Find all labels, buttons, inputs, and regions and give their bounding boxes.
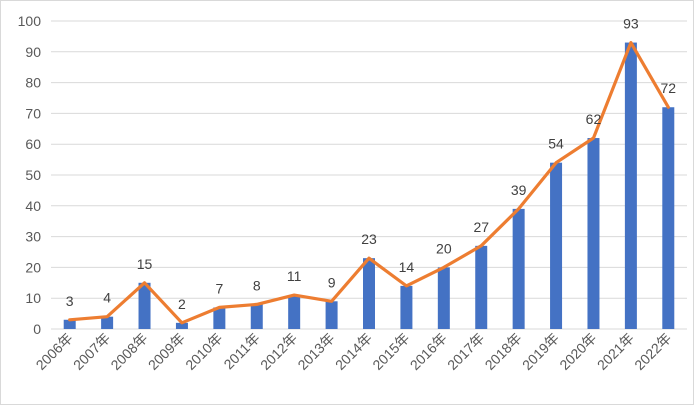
data-label: 39 [511, 182, 527, 198]
bar [363, 258, 375, 329]
x-tick-label: 2019年 [519, 330, 562, 373]
x-tick-label: 2018年 [482, 330, 525, 373]
bar [138, 282, 151, 329]
y-tick-label: 10 [25, 290, 41, 306]
data-label: 54 [548, 136, 564, 152]
data-label: 9 [328, 274, 336, 290]
y-tick-label: 20 [25, 259, 41, 275]
bar [512, 208, 525, 329]
x-tick-label: 2007年 [70, 330, 113, 373]
y-tick-label: 0 [33, 321, 41, 337]
bar [400, 285, 413, 329]
data-label: 62 [586, 111, 602, 127]
x-tick-label: 2014年 [332, 330, 375, 373]
x-tick-label: 2010年 [182, 330, 225, 373]
y-tick-label: 100 [18, 13, 42, 29]
data-label: 8 [253, 277, 261, 293]
data-label: 27 [473, 219, 489, 235]
y-tick-label: 80 [25, 75, 41, 91]
bar [587, 138, 600, 329]
bar [63, 319, 76, 329]
data-label: 3 [66, 293, 74, 309]
bar [475, 245, 488, 329]
y-tick-label: 50 [25, 167, 41, 183]
y-tick-label: 70 [25, 105, 41, 121]
x-tick-label: 2016年 [407, 330, 450, 373]
y-tick-label: 40 [25, 198, 41, 214]
data-label: 20 [436, 240, 452, 256]
y-tick-label: 60 [25, 136, 41, 152]
data-label: 4 [103, 290, 111, 306]
data-label: 11 [287, 268, 302, 284]
bar [288, 295, 301, 329]
data-label: 93 [623, 16, 639, 32]
bar [550, 162, 563, 329]
x-tick-label: 2022年 [631, 330, 674, 373]
bar [437, 267, 450, 329]
bar [175, 322, 188, 329]
x-tick-label: 2009年 [145, 330, 188, 373]
x-tick-label: 2011年 [220, 330, 263, 373]
x-tick-label: 2013年 [294, 330, 337, 373]
bar [101, 316, 114, 329]
data-label: 72 [661, 80, 677, 96]
data-label: 23 [361, 231, 377, 247]
bar [325, 301, 338, 329]
x-tick-label: 2008年 [107, 330, 150, 373]
line-series [68, 40, 670, 325]
x-tick-label: 2012年 [257, 330, 300, 373]
y-tick-label: 30 [25, 229, 41, 245]
x-tick-label: 2020年 [556, 330, 599, 373]
bar [250, 304, 263, 329]
data-label: 7 [215, 280, 223, 296]
x-tick-label: 2015年 [369, 330, 412, 373]
x-tick-label: 2017年 [444, 330, 487, 373]
data-label: 14 [399, 259, 415, 275]
y-tick-label: 90 [25, 44, 41, 60]
bar [662, 107, 675, 330]
data-label: 2 [178, 296, 186, 312]
x-tick-label: 2021年 [594, 330, 637, 373]
bar [624, 42, 637, 330]
bar [213, 307, 226, 329]
data-label: 15 [137, 256, 153, 272]
